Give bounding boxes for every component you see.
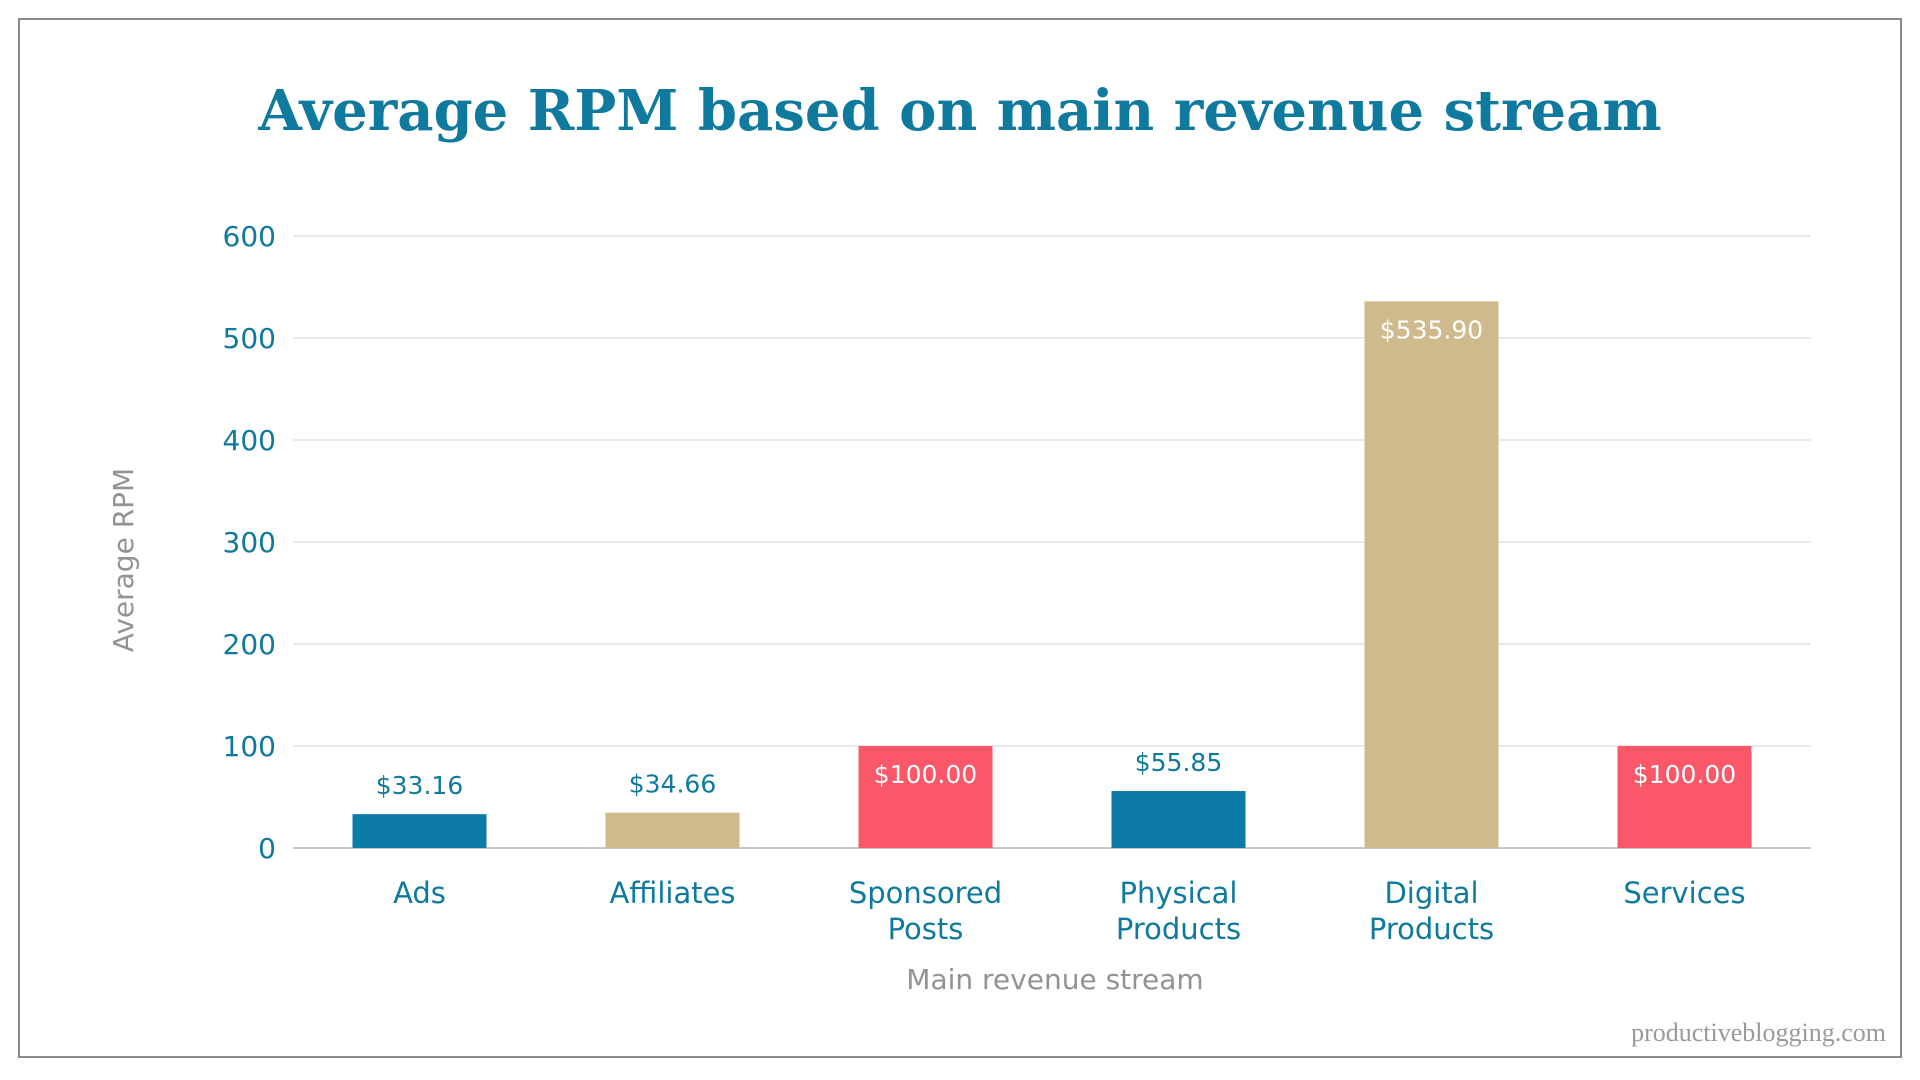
x-category-label: Physical <box>1120 876 1238 910</box>
source-watermark: productiveblogging.com <box>1631 1018 1886 1047</box>
x-category-label: Products <box>1116 912 1241 946</box>
x-category-label: Products <box>1369 912 1494 946</box>
bar <box>1617 746 1752 848</box>
data-label: $33.16 <box>376 771 463 800</box>
data-label: $100.00 <box>874 760 977 789</box>
y-axis-title: Average RPM <box>107 468 140 652</box>
data-label: $55.85 <box>1135 748 1222 777</box>
data-labels: $33.16 $34.66 $100.00 $55.85 $535.90 $100.00 <box>376 315 1736 800</box>
chart-title: Average RPM based on main revenue stream <box>258 78 1662 144</box>
y-tick-label: 600 <box>223 220 276 253</box>
bar <box>858 746 993 848</box>
gridlines <box>293 235 1811 849</box>
bar <box>1364 301 1499 849</box>
bar <box>1111 791 1246 848</box>
data-label: $34.66 <box>629 770 716 799</box>
chart-frame <box>18 18 1902 1058</box>
y-tick-label: 300 <box>223 526 276 559</box>
x-category-label: Sponsored <box>849 876 1002 910</box>
x-category-label: Affiliates <box>609 876 735 910</box>
bars <box>352 301 1752 849</box>
bar <box>605 812 740 848</box>
y-tick-label: 100 <box>223 730 276 763</box>
x-category-label: Digital <box>1384 876 1478 910</box>
y-tick-label: 500 <box>223 322 276 355</box>
x-categories: Ads Affiliates SponsoredPostsPhysicalProdu… <box>393 876 1746 946</box>
x-axis-title: Main revenue stream <box>906 963 1203 996</box>
x-category-label: Services <box>1623 876 1745 910</box>
y-ticks: 0 100 200 300 400 500 600 <box>223 220 276 865</box>
x-category-label: Ads <box>393 876 446 910</box>
data-label: $535.90 <box>1380 315 1483 344</box>
bar <box>352 814 487 848</box>
data-label: $100.00 <box>1633 760 1736 789</box>
y-tick-label: 400 <box>223 424 276 457</box>
y-tick-label: 200 <box>223 628 276 661</box>
x-category-label: Posts <box>888 912 964 946</box>
y-tick-label: 0 <box>258 832 276 865</box>
